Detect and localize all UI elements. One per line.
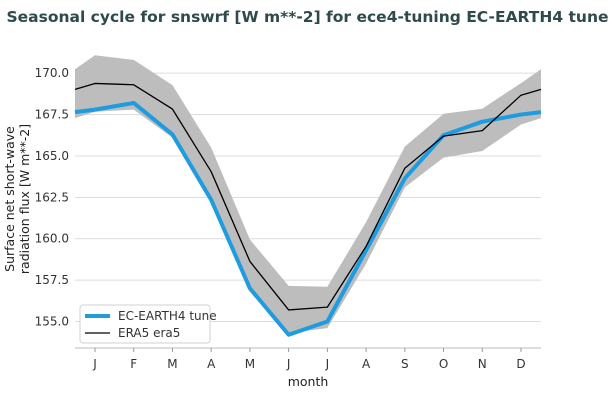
x-tick-label: F xyxy=(130,357,137,371)
y-tick-label: 165.0 xyxy=(35,149,69,163)
x-tick-label: M xyxy=(245,357,255,371)
series-line-era5 xyxy=(74,82,542,311)
x-tick-label: S xyxy=(401,357,409,371)
y-tick-label: 157.5 xyxy=(35,273,69,287)
y-tick-label: 160.0 xyxy=(35,232,69,246)
x-tick-label: A xyxy=(207,357,216,371)
legend-label-era5: ERA5 era5 xyxy=(118,326,180,340)
x-tick-label: J xyxy=(286,357,291,371)
x-tick-label: N xyxy=(478,357,487,371)
y-tick-label: 155.0 xyxy=(35,315,69,329)
legend-label-ec-earth4-tune: EC-EARTH4 tune xyxy=(118,309,217,323)
y-axis-label: Surface net short-wave xyxy=(2,126,17,272)
x-tick-label: J xyxy=(325,357,330,371)
x-tick-label: O xyxy=(439,357,448,371)
legend: EC-EARTH4 tune ERA5 era5 xyxy=(79,304,217,344)
y-tick-label: 170.0 xyxy=(35,66,69,80)
x-tick-label: D xyxy=(516,357,525,371)
legend-box xyxy=(79,304,211,344)
x-tick-label: A xyxy=(362,357,371,371)
era5-range-band xyxy=(75,55,541,334)
y-tick-label: 162.5 xyxy=(35,190,69,204)
x-tick-label: J xyxy=(92,357,97,371)
x-axis-label: month xyxy=(288,374,329,389)
y-tick-label: 167.5 xyxy=(35,108,69,122)
series-line-ec-earth4-tune xyxy=(74,100,542,337)
x-tick-label: M xyxy=(167,357,177,371)
chart-title: Seasonal cycle for snswrf [W m**-2] for … xyxy=(6,8,609,26)
y-axis-label: radiation flux [W m**-2] xyxy=(17,124,32,274)
